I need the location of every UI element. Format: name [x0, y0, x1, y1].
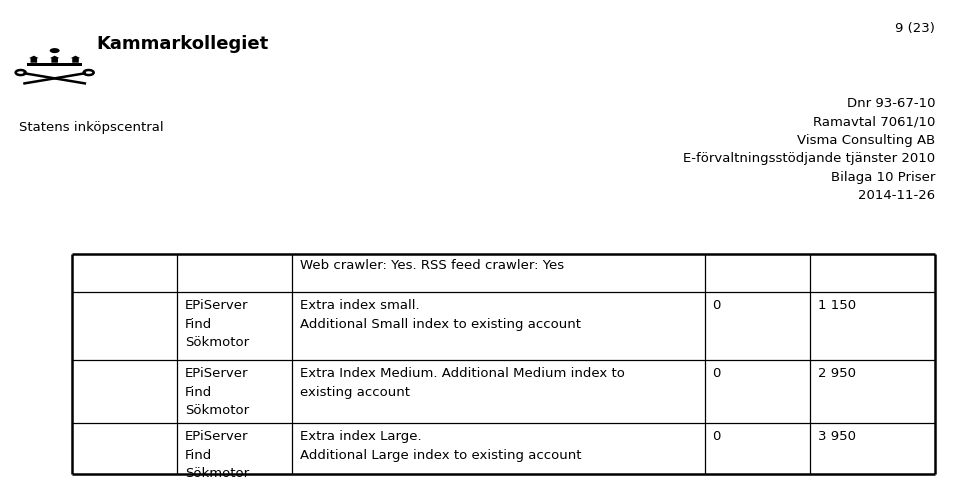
Text: Dnr 93-67-10
Ramavtal 7061/10
Visma Consulting AB
E-förvaltningsstödjande tjänst: Dnr 93-67-10 Ramavtal 7061/10 Visma Cons…: [683, 97, 935, 202]
Text: 3 950: 3 950: [818, 429, 856, 442]
Text: Statens inköpscentral: Statens inköpscentral: [19, 121, 164, 134]
Text: Extra index small.
Additional Small index to existing account: Extra index small. Additional Small inde…: [300, 299, 581, 330]
Text: 2 950: 2 950: [818, 366, 856, 379]
Text: 1 150: 1 150: [818, 299, 856, 312]
Bar: [27, 63, 82, 67]
Text: 0: 0: [713, 429, 721, 442]
Text: Kammarkollegiet: Kammarkollegiet: [96, 34, 269, 53]
FancyArrow shape: [29, 57, 38, 63]
Text: Web crawler: Yes. RSS feed crawler: Yes: Web crawler: Yes. RSS feed crawler: Yes: [300, 258, 564, 271]
Text: Extra Index Medium. Additional Medium index to
existing account: Extra Index Medium. Additional Medium in…: [300, 366, 625, 398]
Text: 9 (23): 9 (23): [895, 22, 935, 35]
Text: EPiServer
Find
Sökmotor: EPiServer Find Sökmotor: [185, 299, 249, 348]
Text: 0: 0: [713, 299, 721, 312]
Text: EPiServer
Find
Sökmotor: EPiServer Find Sökmotor: [185, 429, 249, 479]
Text: Extra index Large.
Additional Large index to existing account: Extra index Large. Additional Large inde…: [300, 429, 582, 461]
Circle shape: [50, 49, 59, 54]
FancyArrow shape: [50, 57, 59, 63]
Text: EPiServer
Find
Sökmotor: EPiServer Find Sökmotor: [185, 366, 249, 416]
Text: 0: 0: [713, 366, 721, 379]
FancyArrow shape: [71, 57, 81, 63]
